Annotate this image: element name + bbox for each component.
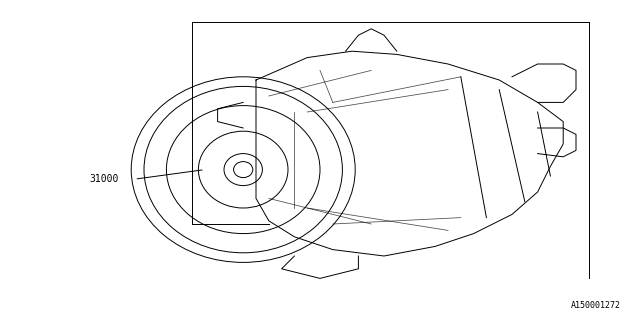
Text: A150001272: A150001272 [571, 301, 621, 310]
Text: 31000: 31000 [90, 174, 119, 184]
